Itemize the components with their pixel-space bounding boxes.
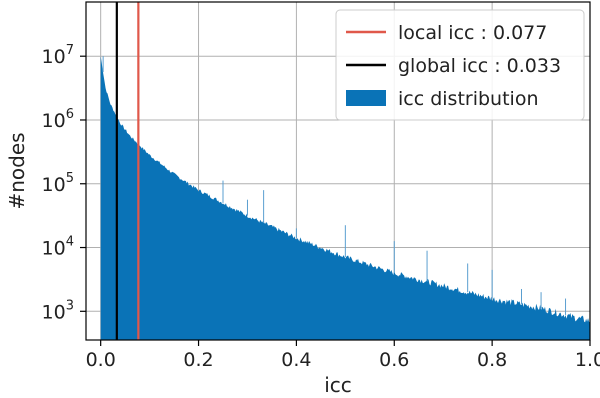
x-tick-label: 0.6 [379,349,409,371]
histogram-fill [100,56,590,340]
legend-label: icc distribution [398,88,539,110]
x-tick-label: 1.0 [575,349,600,371]
legend-label: global icc : 0.033 [398,55,561,77]
legend-swatch [346,90,386,106]
x-tick-label: 0.2 [183,349,213,371]
x-tick-label: 0.8 [477,349,507,371]
y-tick-label: 106 [42,107,74,132]
x-axis-ticks: 0.0 0.2 0.4 0.6 0.8 1.0 [86,340,600,371]
plot-frame [85,1,591,341]
y-tick-label: 105 [42,171,74,196]
y-tick-label: 103 [42,298,74,323]
x-axis-label: icc [324,373,352,397]
x-tick-label: 0.4 [281,349,311,371]
y-axis-ticks: 103 104 105 106 107 [42,43,86,323]
reference-lines [115,2,140,340]
y-tick-label: 107 [42,43,74,68]
histogram-area [100,56,590,340]
y-axis-label: #nodes [5,132,29,209]
legend: local icc : 0.077 global icc : 0.033 icc d… [335,9,585,121]
x-tick-label: 0.0 [86,349,116,371]
legend-label: local icc : 0.077 [398,22,547,44]
y-tick-label: 104 [42,235,74,260]
legend-box [335,9,585,121]
